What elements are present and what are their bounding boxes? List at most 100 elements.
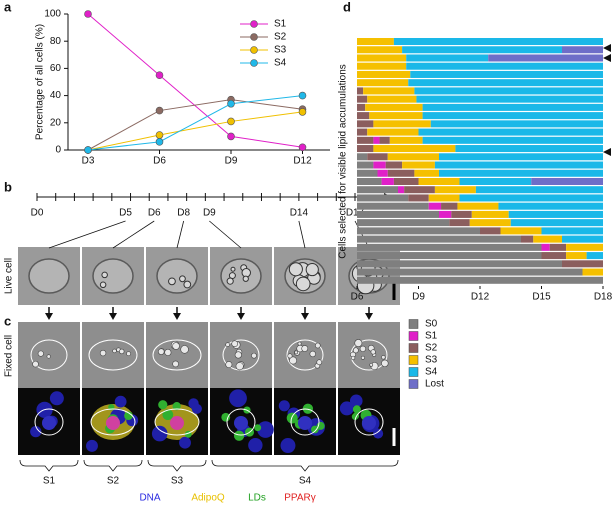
nucleus-center (106, 416, 120, 430)
lipid-droplet (314, 342, 321, 349)
state-segment (385, 161, 403, 169)
brightfield-image (82, 322, 144, 388)
x-tick-label: D9 (412, 292, 425, 303)
state-segment (406, 54, 489, 62)
lipid-droplet (172, 342, 180, 350)
state-segment (508, 210, 603, 218)
x-tick-label: D9 (225, 156, 238, 167)
nucleus-center (362, 416, 376, 430)
connector (298, 220, 306, 249)
lipid-droplet (305, 262, 319, 277)
cell-outline (152, 339, 202, 371)
data-point (84, 10, 92, 18)
state-segment (549, 243, 567, 251)
connector (176, 220, 185, 249)
x-tick-label: D12 (293, 156, 312, 167)
state-segment (406, 62, 603, 70)
state-segment (402, 161, 435, 169)
state-segment (451, 210, 472, 218)
state-segment (566, 252, 587, 260)
channel-label: DNA (139, 493, 160, 504)
state-segment (357, 153, 368, 161)
ld-signal (311, 425, 319, 434)
state-segment (373, 145, 456, 153)
lipid-droplet (157, 348, 165, 355)
stage-label: S4 (299, 476, 312, 487)
stage-bracket (19, 459, 79, 472)
state-segment (408, 194, 429, 202)
y-tick-label: 40 (50, 90, 62, 101)
state-segment (373, 161, 386, 169)
lipid-droplet (172, 360, 179, 368)
state-segment (500, 227, 542, 235)
state-segment (363, 87, 415, 95)
state-segment (422, 112, 603, 120)
brightfield-image (338, 322, 400, 388)
cell-outline (34, 408, 64, 436)
lipid-droplet (112, 348, 117, 354)
row-label: Fixed cell (4, 335, 15, 377)
y-tick-label: 60 (50, 63, 62, 74)
series-line (87, 99, 303, 151)
cell-outline (90, 408, 136, 436)
nucleus (349, 394, 363, 408)
state-segment (455, 145, 603, 153)
lipid-droplet (46, 354, 51, 359)
state-segment (387, 153, 439, 161)
state-segment (541, 252, 567, 260)
lipid-droplet (226, 277, 234, 285)
ld-signal (233, 430, 245, 441)
cell-outline (354, 408, 384, 436)
state-segment (357, 70, 411, 78)
nucleus-center (170, 416, 184, 430)
lipid-droplet (32, 360, 39, 368)
lipid-droplet (288, 262, 303, 277)
series-line (87, 13, 303, 148)
x-tick-label: D12 (471, 292, 490, 303)
legend-marker (250, 20, 258, 28)
cell-outline (290, 408, 320, 436)
state-segment (357, 268, 583, 276)
legend-label: Lost (425, 379, 444, 390)
marker-arrow (603, 54, 611, 62)
data-point (298, 143, 307, 152)
brightfield-image (146, 322, 208, 388)
marker-arrow (603, 44, 611, 52)
lipid-droplet (251, 352, 257, 359)
nucleus (179, 436, 191, 449)
state-segment (541, 243, 550, 251)
nucleus (151, 425, 168, 442)
state-segment (488, 54, 603, 62)
nucleus-center (42, 416, 56, 430)
state-segment (498, 202, 603, 210)
timeline-label: D0 (31, 208, 44, 219)
down-arrow (237, 313, 245, 320)
state-segment (357, 186, 398, 194)
state-segment (414, 169, 439, 177)
legend-marker (250, 33, 258, 41)
brightfield-image (274, 322, 336, 388)
lipid-droplet (242, 275, 249, 282)
channel-label: PPARγ (284, 493, 316, 504)
lipid-droplet (287, 353, 293, 359)
state-segment (373, 120, 431, 128)
lipid-droplet (37, 350, 44, 357)
ld-signal (162, 409, 174, 421)
lipid-droplet (289, 356, 297, 365)
ld-signal (286, 412, 298, 424)
state-segment (408, 79, 603, 87)
state-segment (357, 54, 407, 62)
lipid-droplet (183, 280, 192, 289)
state-segment (357, 112, 370, 120)
state-segment (562, 260, 603, 268)
lipid-droplet (225, 361, 233, 369)
state-segment (469, 219, 511, 227)
state-segment (357, 276, 603, 284)
data-point (84, 146, 92, 154)
state-segment (357, 260, 562, 268)
lipid-droplet (309, 350, 316, 358)
state-segment (357, 95, 368, 103)
cell-outline (286, 339, 324, 371)
state-segment (434, 161, 603, 169)
